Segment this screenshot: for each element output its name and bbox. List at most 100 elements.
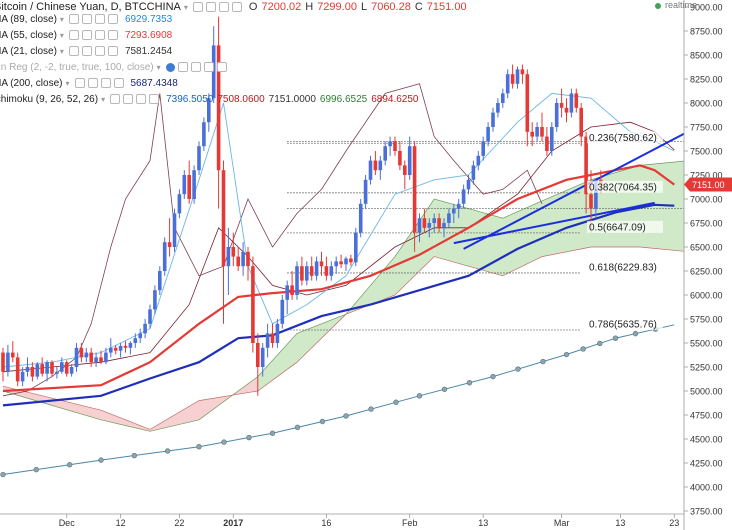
y-tick-label: 6500.00 [690, 243, 723, 253]
candle-body [334, 261, 338, 267]
y-tick-label: 5250.00 [690, 363, 723, 373]
y-tick-label: 4250.00 [690, 459, 723, 469]
chikou-span-line [2, 83, 543, 397]
candle-body [363, 179, 368, 204]
candle-body [69, 367, 74, 374]
title-dropdown-icon[interactable]: ▾ [183, 3, 188, 12]
indicator-dropdown-icon[interactable]: ▾ [59, 31, 64, 40]
candle-body [437, 218, 441, 228]
legend-control-icon[interactable] [218, 2, 229, 13]
legend-control-icon[interactable] [87, 78, 98, 89]
legend-control-icon[interactable] [192, 2, 203, 13]
candle-body [432, 218, 436, 223]
legend-control-icon[interactable] [94, 14, 105, 25]
indicator-dropdown-icon[interactable]: ▾ [101, 95, 106, 104]
candle-body [505, 74, 510, 94]
candle-body [452, 208, 456, 214]
ma200-marker [66, 462, 73, 468]
candle-body [300, 266, 304, 281]
ohlc-label: O [248, 1, 258, 13]
candle-body [550, 127, 554, 151]
candle-body [104, 352, 108, 363]
settings-icon[interactable] [165, 62, 175, 72]
candle-body [407, 146, 412, 175]
legend-control-icon[interactable] [100, 78, 111, 89]
indicator-dropdown-icon[interactable]: ▾ [59, 47, 64, 56]
candle-body [162, 242, 167, 271]
legend-control-icon[interactable] [123, 94, 134, 105]
ohlc-value: 7200.02 [261, 1, 302, 13]
y-tick-label: 7500.00 [690, 147, 723, 157]
candle-body [442, 223, 446, 228]
legend-control-icon[interactable] [177, 62, 188, 73]
indicator-value: 5687.4348 [130, 78, 178, 89]
fib-level-label: 0.618(6229.83) [589, 262, 657, 273]
candle-body [182, 175, 187, 195]
legend-control-icon[interactable] [68, 30, 79, 41]
legend-control-icon[interactable] [136, 94, 147, 105]
ma200-marker [612, 335, 619, 341]
y-tick-label: 3750.00 [690, 507, 723, 517]
candle-body [456, 203, 461, 209]
legend-control-icon[interactable] [81, 14, 92, 25]
candle-body [143, 323, 147, 334]
y-tick-label: 6750.00 [690, 219, 723, 229]
candle-body [383, 146, 387, 161]
indicator-value: 7293.6908 [124, 30, 173, 41]
ma200-marker [221, 439, 227, 445]
candle-body [89, 352, 93, 363]
candle-body [1, 352, 5, 372]
ma200-line [2, 324, 675, 475]
y-tick-label: 6000.00 [690, 291, 723, 301]
legend-control-icon[interactable] [149, 94, 160, 105]
ma200-marker [319, 418, 326, 425]
candle-body [309, 266, 314, 276]
ichimoku-cloud-segment [434, 199, 469, 267]
legend-control-icon[interactable] [94, 30, 105, 41]
candle-body [447, 213, 451, 223]
candle-body [295, 266, 299, 295]
ma200-marker [294, 424, 301, 431]
legend-control-icon[interactable] [81, 46, 92, 57]
candle-body [368, 160, 373, 180]
legend-control-icon[interactable] [216, 62, 227, 73]
legend-control-icon[interactable] [74, 78, 85, 89]
candle-body [510, 74, 515, 84]
legend-control-icon[interactable] [94, 46, 105, 57]
candle-body [403, 165, 407, 175]
legend-control-icon[interactable] [68, 14, 79, 25]
ma200-marker [33, 466, 40, 473]
candle-body [579, 107, 583, 137]
candle-body [358, 203, 363, 233]
legend-control-icon[interactable] [107, 14, 118, 25]
legend-control-icon[interactable] [190, 62, 201, 73]
legend-control-icon[interactable] [205, 2, 216, 13]
ohlc-value: 7060.28 [371, 1, 411, 13]
legend-control-icon[interactable] [81, 30, 92, 41]
fib-label-bg [587, 260, 663, 273]
legend-control-icon[interactable] [107, 46, 118, 57]
legend-control-icon[interactable] [203, 62, 214, 73]
candle-body [246, 251, 250, 267]
candle-body [118, 345, 123, 351]
legend-control-icon[interactable] [113, 78, 124, 89]
legend-control-icon[interactable] [110, 94, 121, 105]
candle-body [133, 338, 138, 343]
y-tick-label: 9000.00 [690, 3, 723, 13]
legend-control-icon[interactable] [231, 2, 242, 13]
legend-control-icon[interactable] [68, 46, 79, 57]
current-price-tag [684, 177, 732, 192]
indicator-dropdown-icon[interactable]: ▾ [59, 15, 64, 24]
ichimoku-cloud-segment [150, 400, 199, 432]
indicator-dropdown-icon[interactable]: ▾ [65, 79, 70, 88]
indicator-label: MA (200, close) [0, 78, 63, 89]
indicator-row: MA (89, close)▾ 6929.7353 [0, 12, 172, 27]
indicator-dropdown-icon[interactable]: ▾ [156, 63, 161, 72]
chart-title: Bitcoin / Chinese Yuan, D, BTCCHINA [0, 1, 181, 13]
y-tick-label: 7250.00 [690, 171, 723, 181]
candle-body [187, 175, 191, 199]
legend-control-icon[interactable] [107, 30, 118, 41]
indicator-value: 6996.6525 [319, 94, 368, 105]
candle-body [60, 362, 64, 372]
